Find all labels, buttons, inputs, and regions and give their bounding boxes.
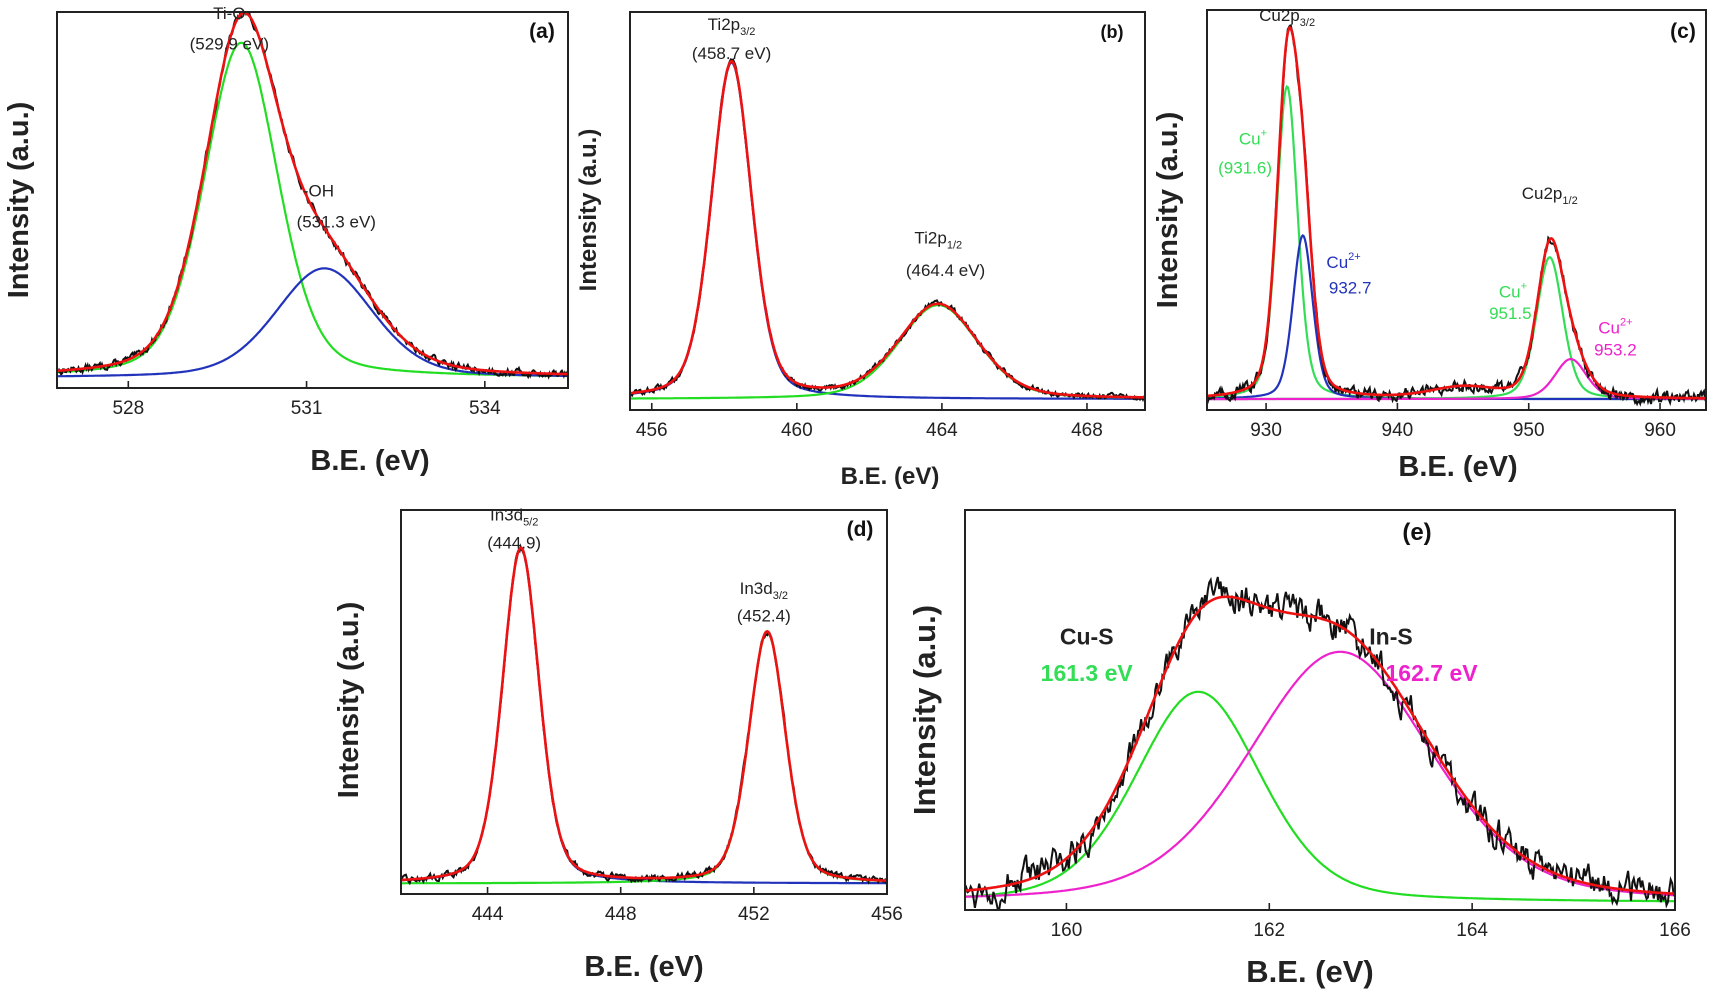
x-tick-label: 528 xyxy=(112,398,144,419)
x-tick-label: 456 xyxy=(871,904,903,925)
panel-label: (e) xyxy=(1402,519,1431,546)
x-tick-label: 534 xyxy=(469,398,501,419)
fitted-envelope-curve xyxy=(630,59,1145,399)
peak-annotation: Cu2p1/2 xyxy=(1522,184,1578,207)
y-axis-title: Intensity (a.u.) xyxy=(907,605,942,815)
raw-data-curve xyxy=(401,543,887,886)
raw-data-curve xyxy=(965,576,1675,910)
x-tick-label: 160 xyxy=(1051,920,1083,941)
peak-annotation: Cu+ xyxy=(1499,280,1527,301)
peak-annotation: (458.7 eV) xyxy=(692,44,771,63)
peak-annotation: 161.3 eV xyxy=(1041,660,1134,686)
peak-annotation: Ti2p3/2 xyxy=(708,15,756,38)
component-curve xyxy=(57,267,568,378)
panel-label: (b) xyxy=(1101,22,1124,42)
x-tick-label: 452 xyxy=(738,904,770,925)
peak-annotation: (452.4) xyxy=(737,607,791,626)
peak-annotation: -OH xyxy=(303,182,334,201)
peak-annotation: In-S xyxy=(1369,624,1412,650)
x-tick-label: 464 xyxy=(926,420,958,441)
peak-annotation: (464.4 eV) xyxy=(906,261,985,280)
plot-frame xyxy=(400,509,888,895)
panel-label: (c) xyxy=(1670,20,1696,43)
peak-annotation: In3d5/2 xyxy=(490,505,538,528)
peak-annotation: (931.6) xyxy=(1218,159,1272,178)
peak-annotation: Cu-S xyxy=(1060,624,1114,650)
plot-area xyxy=(630,58,1145,403)
peak-annotation: 932.7 xyxy=(1329,279,1372,298)
panel-label: (a) xyxy=(529,20,555,43)
peak-annotation: Cu+ xyxy=(1239,128,1267,149)
plot-frame xyxy=(964,509,1676,911)
x-axis-title: B.E. (eV) xyxy=(841,463,940,490)
x-tick-label: 950 xyxy=(1513,420,1545,441)
fitted-envelope-curve xyxy=(965,595,1675,895)
fitted-envelope-curve xyxy=(57,12,568,376)
x-tick-label: 448 xyxy=(605,904,637,925)
x-axis-title: B.E. (eV) xyxy=(310,445,429,477)
x-axis-title: B.E. (eV) xyxy=(1398,451,1517,483)
x-axis-title: B.E. (eV) xyxy=(1246,954,1373,989)
component-curve xyxy=(965,650,1675,898)
fitted-envelope-curve xyxy=(1207,25,1706,400)
y-axis-title: Intensity (a.u.) xyxy=(3,102,35,299)
component-curve xyxy=(965,690,1675,903)
component-curve xyxy=(630,304,1145,400)
peak-annotation: 162.7 eV xyxy=(1386,660,1479,686)
component-curve xyxy=(401,631,887,885)
peak-annotation: 951.5 xyxy=(1489,304,1532,323)
x-tick-label: 162 xyxy=(1253,920,1285,941)
x-tick-label: 940 xyxy=(1382,420,1414,441)
plot-area xyxy=(401,543,887,886)
plot-frame xyxy=(629,11,1146,411)
plot-area xyxy=(57,12,568,380)
peak-annotation: Ti-O xyxy=(213,4,245,23)
x-tick-label: 456 xyxy=(636,420,668,441)
plot-frame xyxy=(56,11,569,389)
plot-area xyxy=(965,576,1675,910)
y-axis-title: Intensity (a.u.) xyxy=(333,602,365,799)
x-tick-label: 960 xyxy=(1644,420,1676,441)
raw-data-curve xyxy=(1207,24,1706,407)
peak-annotation: 953.2 xyxy=(1594,340,1637,359)
x-tick-label: 166 xyxy=(1659,920,1691,941)
plot-area xyxy=(1207,24,1706,407)
panel-b: 456 460 464 468 Ti2p3/2 (458.7 eV) Ti2p1/2 (464… xyxy=(575,11,1146,490)
peak-annotation: (529.9 eV) xyxy=(190,35,269,54)
x-tick-label: 460 xyxy=(781,420,813,441)
x-tick-label: 468 xyxy=(1071,420,1103,441)
panel-e: 160 162 164 166 Cu-S 161.3 eV In-S 162.7 eV B.E.… xyxy=(907,509,1691,989)
x-tick-label: 930 xyxy=(1250,420,1282,441)
panel-label: (d) xyxy=(847,518,874,541)
peak-annotation: Cu2+ xyxy=(1326,251,1360,272)
y-axis-title: Intensity (a.u.) xyxy=(1152,112,1184,309)
x-tick-label: 531 xyxy=(291,398,323,419)
plot-frame xyxy=(1206,9,1707,411)
panel-a: 528 531 534 Ti-O (529.9 eV) -OH (531.3 eV) B.E.… xyxy=(3,4,569,477)
component-curve xyxy=(401,547,887,885)
x-tick-label: 164 xyxy=(1456,920,1488,941)
x-axis-title: B.E. (eV) xyxy=(584,951,703,983)
panel-c: 930 940 950 960Cu2p3/2Cu+(931.6)Cu2+932.7Cu… xyxy=(1152,6,1707,483)
peak-annotation: Cu2+ xyxy=(1598,317,1632,338)
panel-d: 444 448 452 456 In3d5/2 (444.9) In3d3/2 (452.4)… xyxy=(333,505,903,983)
fitted-envelope-curve xyxy=(401,546,887,882)
peak-annotation: (444.9) xyxy=(487,533,541,552)
peak-annotation: Ti2p1/2 xyxy=(914,229,962,252)
x-tick-label: 444 xyxy=(472,904,504,925)
peak-annotation: In3d3/2 xyxy=(740,579,788,602)
peak-annotation: (531.3 eV) xyxy=(297,212,376,231)
y-axis-title: Intensity (a.u.) xyxy=(575,129,602,292)
